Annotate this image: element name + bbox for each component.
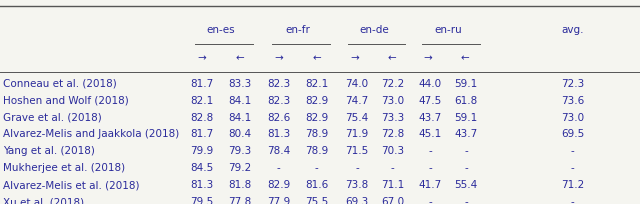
Text: 82.1: 82.1 xyxy=(305,79,328,89)
Text: 72.2: 72.2 xyxy=(381,79,404,89)
Text: →: → xyxy=(351,53,360,63)
Text: 81.8: 81.8 xyxy=(228,180,252,190)
Text: 55.4: 55.4 xyxy=(454,180,477,190)
Text: 81.7: 81.7 xyxy=(190,129,213,140)
Text: 82.8: 82.8 xyxy=(190,112,213,123)
Text: 73.8: 73.8 xyxy=(346,180,369,190)
Text: ←: ← xyxy=(236,53,244,63)
Text: 71.2: 71.2 xyxy=(561,180,584,190)
Text: en-es: en-es xyxy=(207,24,235,35)
Text: 79.9: 79.9 xyxy=(190,146,213,156)
Text: 84.5: 84.5 xyxy=(190,163,213,173)
Text: 47.5: 47.5 xyxy=(419,95,442,106)
Text: Hoshen and Wolf (2018): Hoshen and Wolf (2018) xyxy=(3,95,129,106)
Text: 43.7: 43.7 xyxy=(454,129,477,140)
Text: -: - xyxy=(571,197,575,204)
Text: 78.9: 78.9 xyxy=(305,146,328,156)
Text: 81.3: 81.3 xyxy=(190,180,213,190)
Text: -: - xyxy=(355,163,359,173)
Text: 74.7: 74.7 xyxy=(346,95,369,106)
Text: 73.3: 73.3 xyxy=(381,112,404,123)
Text: →: → xyxy=(423,53,432,63)
Text: -: - xyxy=(428,163,432,173)
Text: ←: ← xyxy=(312,53,321,63)
Text: 81.3: 81.3 xyxy=(267,129,290,140)
Text: 84.1: 84.1 xyxy=(228,95,252,106)
Text: 72.3: 72.3 xyxy=(561,79,584,89)
Text: avg.: avg. xyxy=(561,24,584,35)
Text: →: → xyxy=(274,53,283,63)
Text: 73.6: 73.6 xyxy=(561,95,584,106)
Text: 59.1: 59.1 xyxy=(454,79,477,89)
Text: 70.3: 70.3 xyxy=(381,146,404,156)
Text: -: - xyxy=(464,146,468,156)
Text: 71.1: 71.1 xyxy=(381,180,404,190)
Text: ←: ← xyxy=(387,53,396,63)
Text: -: - xyxy=(464,163,468,173)
Text: 82.1: 82.1 xyxy=(190,95,213,106)
Text: 82.3: 82.3 xyxy=(267,79,290,89)
Text: 75.4: 75.4 xyxy=(346,112,369,123)
Text: en-de: en-de xyxy=(360,24,389,35)
Text: 67.0: 67.0 xyxy=(381,197,404,204)
Text: Conneau et al. (2018): Conneau et al. (2018) xyxy=(3,79,117,89)
Text: 71.9: 71.9 xyxy=(346,129,369,140)
Text: 84.1: 84.1 xyxy=(228,112,252,123)
Text: -: - xyxy=(428,146,432,156)
Text: 80.4: 80.4 xyxy=(228,129,252,140)
Text: 82.9: 82.9 xyxy=(305,95,328,106)
Text: 73.0: 73.0 xyxy=(561,112,584,123)
Text: Mukherjee et al. (2018): Mukherjee et al. (2018) xyxy=(3,163,125,173)
Text: 74.0: 74.0 xyxy=(346,79,369,89)
Text: 69.3: 69.3 xyxy=(346,197,369,204)
Text: -: - xyxy=(315,163,319,173)
Text: →: → xyxy=(197,53,206,63)
Text: -: - xyxy=(276,163,280,173)
Text: 79.2: 79.2 xyxy=(228,163,252,173)
Text: 82.9: 82.9 xyxy=(267,180,290,190)
Text: 73.0: 73.0 xyxy=(381,95,404,106)
Text: -: - xyxy=(571,146,575,156)
Text: -: - xyxy=(464,197,468,204)
Text: 78.9: 78.9 xyxy=(305,129,328,140)
Text: 81.7: 81.7 xyxy=(190,79,213,89)
Text: 69.5: 69.5 xyxy=(561,129,584,140)
Text: Alvarez-Melis et al. (2018): Alvarez-Melis et al. (2018) xyxy=(3,180,140,190)
Text: -: - xyxy=(390,163,394,173)
Text: 79.5: 79.5 xyxy=(190,197,213,204)
Text: 43.7: 43.7 xyxy=(419,112,442,123)
Text: 45.1: 45.1 xyxy=(419,129,442,140)
Text: -: - xyxy=(428,197,432,204)
Text: 83.3: 83.3 xyxy=(228,79,252,89)
Text: 78.4: 78.4 xyxy=(267,146,290,156)
Text: ←: ← xyxy=(461,53,470,63)
Text: 82.3: 82.3 xyxy=(267,95,290,106)
Text: -: - xyxy=(571,163,575,173)
Text: 41.7: 41.7 xyxy=(419,180,442,190)
Text: en-ru: en-ru xyxy=(434,24,462,35)
Text: 82.6: 82.6 xyxy=(267,112,290,123)
Text: Xu et al. (2018): Xu et al. (2018) xyxy=(3,197,84,204)
Text: Yang et al. (2018): Yang et al. (2018) xyxy=(3,146,95,156)
Text: 75.5: 75.5 xyxy=(305,197,328,204)
Text: Alvarez-Melis and Jaakkola (2018): Alvarez-Melis and Jaakkola (2018) xyxy=(3,129,179,140)
Text: 77.8: 77.8 xyxy=(228,197,252,204)
Text: 72.8: 72.8 xyxy=(381,129,404,140)
Text: 44.0: 44.0 xyxy=(419,79,442,89)
Text: 82.9: 82.9 xyxy=(305,112,328,123)
Text: 71.5: 71.5 xyxy=(346,146,369,156)
Text: Grave et al. (2018): Grave et al. (2018) xyxy=(3,112,102,123)
Text: 81.6: 81.6 xyxy=(305,180,328,190)
Text: 79.3: 79.3 xyxy=(228,146,252,156)
Text: 77.9: 77.9 xyxy=(267,197,290,204)
Text: 59.1: 59.1 xyxy=(454,112,477,123)
Text: 61.8: 61.8 xyxy=(454,95,477,106)
Text: en-fr: en-fr xyxy=(285,24,310,35)
